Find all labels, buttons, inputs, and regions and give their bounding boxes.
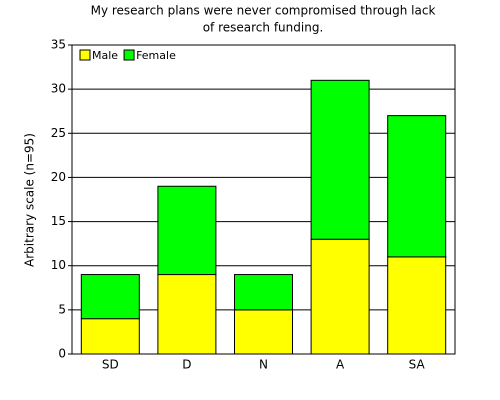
bar-segment (80, 318, 140, 355)
chart-title: of research funding. (203, 21, 324, 35)
bar-segment (157, 274, 217, 355)
x-tick-label: SD (102, 358, 119, 372)
bar-segment (234, 274, 293, 311)
bar-segment (310, 79, 370, 240)
bar-segment (310, 238, 370, 355)
y-tick-label: 0 (58, 347, 66, 361)
x-tick-label: D (182, 358, 191, 372)
y-tick-label: 15 (51, 214, 66, 228)
x-tick-label: A (336, 358, 345, 372)
legend-swatch (123, 49, 135, 61)
legend-label: Female (136, 49, 176, 62)
y-tick-label: 30 (51, 82, 66, 96)
bar-segment (157, 185, 217, 276)
legend-swatch (79, 49, 91, 61)
bar-segment (387, 115, 447, 258)
legend-label: Male (92, 49, 118, 62)
bar-segment (80, 274, 140, 320)
bar-segment (387, 256, 447, 355)
y-tick-label: 35 (51, 38, 66, 52)
y-tick-label: 25 (51, 126, 66, 140)
x-tick-label: N (259, 358, 268, 372)
y-axis-label: Arbitrary scale (n=95) (23, 133, 37, 267)
x-tick-label: SA (409, 358, 426, 372)
chart-title: My research plans were never compromised… (91, 4, 436, 18)
y-tick-label: 5 (58, 302, 66, 316)
y-tick-label: 10 (51, 258, 66, 272)
y-tick-label: 20 (51, 170, 66, 184)
bar-segment (234, 309, 293, 355)
